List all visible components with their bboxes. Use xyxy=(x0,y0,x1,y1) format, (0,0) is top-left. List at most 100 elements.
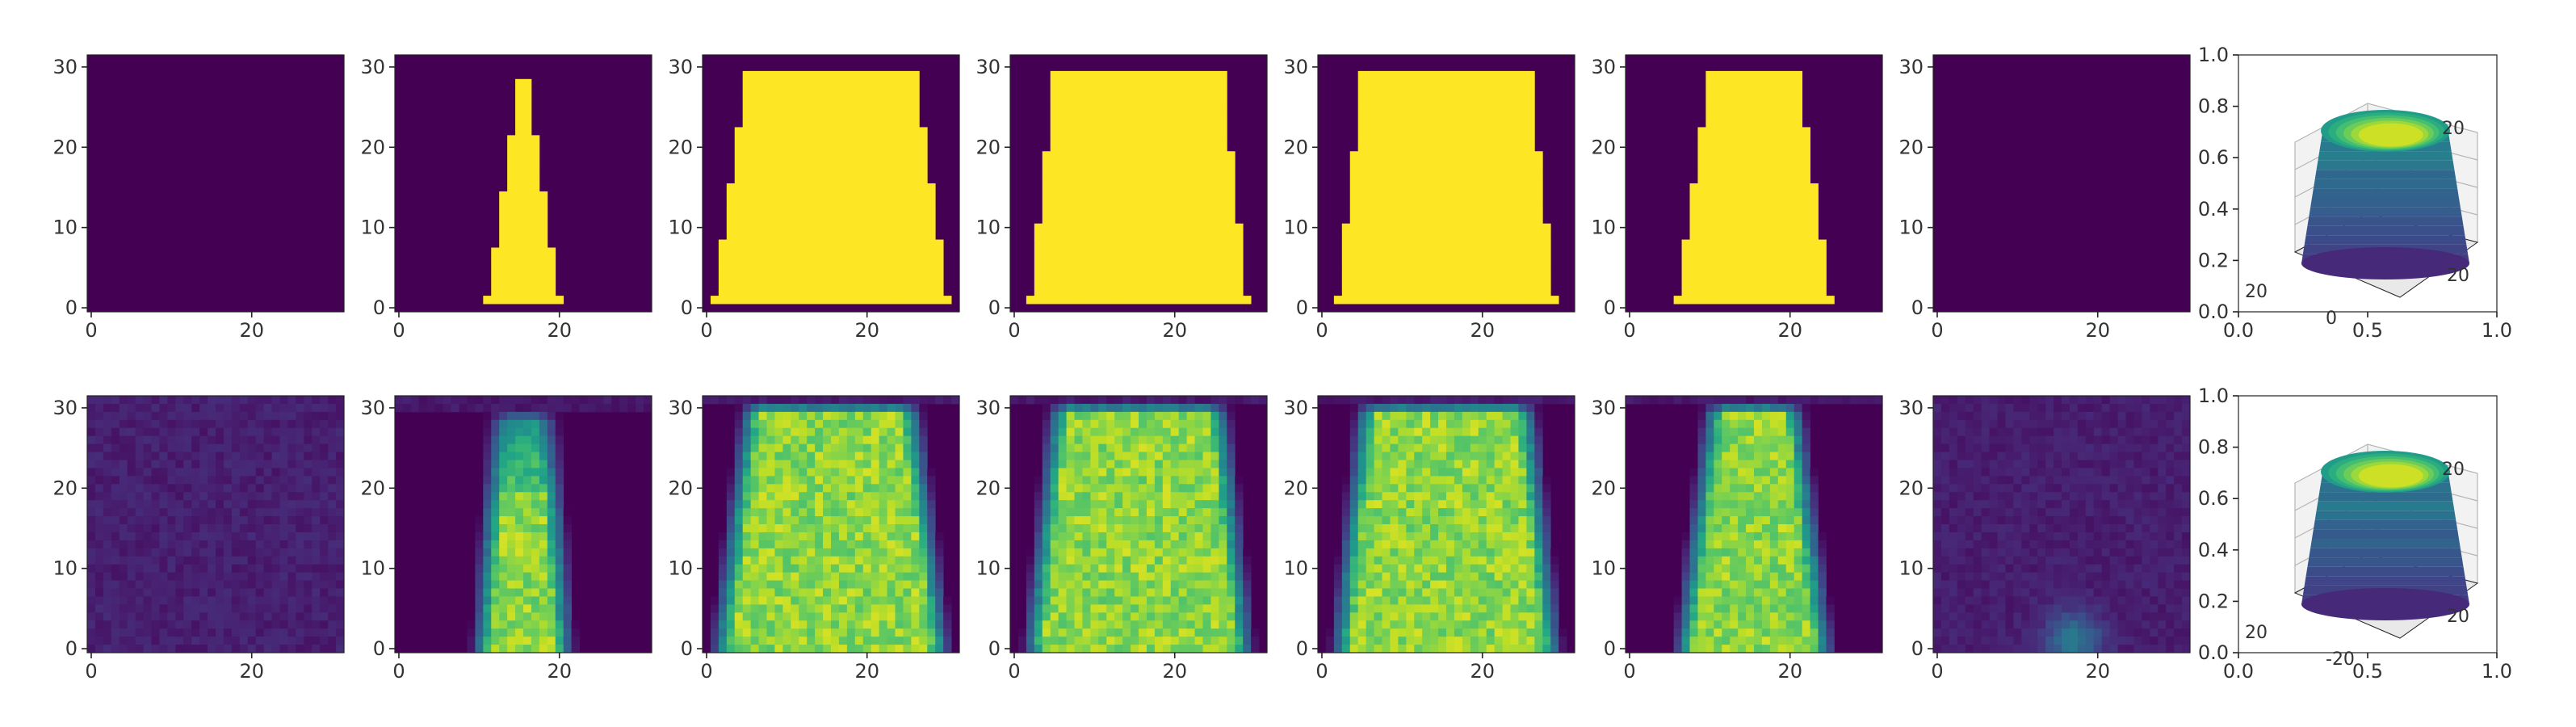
y-tick-label: 20 xyxy=(360,477,385,499)
heatmap-cell xyxy=(1051,87,1059,95)
heatmap-cell xyxy=(515,565,523,573)
heatmap-cell xyxy=(1534,288,1542,296)
heatmap-cell xyxy=(491,296,499,304)
heatmap-cell xyxy=(823,271,831,279)
heatmap-cell xyxy=(919,500,927,508)
heatmap-cell xyxy=(1495,159,1503,167)
heatmap-cell xyxy=(799,279,807,288)
heatmap-cell xyxy=(799,208,807,216)
heatmap-cell xyxy=(743,71,751,79)
heatmap-cell xyxy=(1746,143,1754,151)
heatmap-cell xyxy=(743,404,751,412)
heatmap-cell xyxy=(743,95,751,103)
heatmap-cell xyxy=(183,500,191,508)
heatmap-cell xyxy=(1139,255,1147,263)
heatmap-cell xyxy=(896,127,904,135)
heatmap-cell xyxy=(152,573,160,581)
heatmap-cell xyxy=(743,412,751,420)
heatmap-cell xyxy=(887,271,896,279)
heatmap-cell xyxy=(531,460,539,469)
heatmap-cell xyxy=(1714,224,1722,232)
heatmap-cell xyxy=(1422,240,1430,248)
heatmap-cell xyxy=(799,557,807,565)
heatmap-cell xyxy=(759,396,767,404)
heatmap-cell xyxy=(95,645,103,653)
heatmap-cell xyxy=(1738,175,1746,183)
heatmap-cell xyxy=(791,111,799,120)
heatmap-cell xyxy=(539,271,548,279)
heatmap-cell xyxy=(887,396,896,404)
heatmap-cell xyxy=(411,404,419,412)
heatmap-cell xyxy=(855,248,863,256)
heatmap-cell xyxy=(216,540,224,548)
heatmap-cell xyxy=(216,420,224,428)
heatmap-cell xyxy=(272,596,280,604)
heatmap-cell xyxy=(499,263,507,271)
heatmap-cell xyxy=(1406,151,1414,159)
heatmap-cell xyxy=(1131,279,1139,288)
heatmap-cell xyxy=(199,532,208,540)
heatmap-cell xyxy=(507,288,515,296)
heatmap-cell xyxy=(1714,71,1722,79)
heatmap-cell xyxy=(144,436,152,444)
heatmap-cell xyxy=(515,492,523,500)
heatmap-cell xyxy=(1511,183,1519,191)
heatmap-cell xyxy=(1374,183,1382,191)
heatmap-cell xyxy=(1210,79,1219,87)
heatmap-cell xyxy=(1398,175,1406,183)
heatmap-cell xyxy=(1462,263,1471,271)
heatmap-cell xyxy=(304,565,312,573)
heatmap-cell xyxy=(782,452,791,460)
heatmap-cell xyxy=(208,500,216,508)
heatmap-cell xyxy=(823,557,831,565)
heatmap-cell xyxy=(175,444,183,452)
heatmap-cell xyxy=(1762,135,1770,143)
heatmap-cell xyxy=(1454,296,1462,304)
heatmap-cell xyxy=(887,167,896,175)
heatmap-cell xyxy=(240,540,248,548)
heatmap-cell xyxy=(782,71,791,79)
heatmap-cell xyxy=(1195,103,1203,111)
heatmap-cell xyxy=(1051,216,1059,224)
heatmap-cell xyxy=(1195,87,1203,95)
heatmap-cell xyxy=(896,135,904,143)
heatmap-cell xyxy=(863,581,871,589)
heatmap-cell xyxy=(191,492,199,500)
heatmap-cell xyxy=(927,232,935,240)
heatmap-cell xyxy=(336,532,344,540)
heatmap-cell xyxy=(183,612,191,620)
heatmap-cell xyxy=(1705,208,1714,216)
heatmap-cell xyxy=(1342,271,1350,279)
heatmap-cell xyxy=(264,637,272,645)
heatmap-cell xyxy=(799,167,807,175)
heatmap-cell xyxy=(1390,255,1398,263)
heatmap-cell xyxy=(264,436,272,444)
heatmap-cell xyxy=(144,396,152,404)
heatmap-cell xyxy=(539,191,548,200)
heatmap-cell xyxy=(1219,95,1227,103)
heatmap-cell xyxy=(863,508,871,516)
heatmap-cell xyxy=(1067,200,1075,208)
heatmap-cell xyxy=(1122,208,1131,216)
heatmap-cell xyxy=(1203,288,1211,296)
heatmap-cell xyxy=(1770,216,1778,224)
heatmap-cell xyxy=(1147,175,1155,183)
heatmap-cell xyxy=(111,589,120,597)
heatmap-cell xyxy=(491,271,499,279)
heatmap-cell xyxy=(911,288,919,296)
heatmap-cell xyxy=(1382,216,1391,224)
heatmap-cell xyxy=(103,557,111,565)
heatmap-cell xyxy=(1163,143,1171,151)
heatmap-cell xyxy=(1350,248,1358,256)
heatmap-cell xyxy=(839,460,847,469)
heatmap-cell xyxy=(499,645,507,653)
heatmap-cell xyxy=(871,288,879,296)
heatmap-cell xyxy=(1163,224,1171,232)
heatmap-cell xyxy=(320,540,328,548)
heatmap-cell xyxy=(911,240,919,248)
heatmap-cell xyxy=(128,645,136,653)
heatmap-cell xyxy=(564,589,572,597)
heatmap-cell xyxy=(911,532,919,540)
heatmap-cell xyxy=(120,620,128,628)
heatmap-cell xyxy=(767,232,775,240)
